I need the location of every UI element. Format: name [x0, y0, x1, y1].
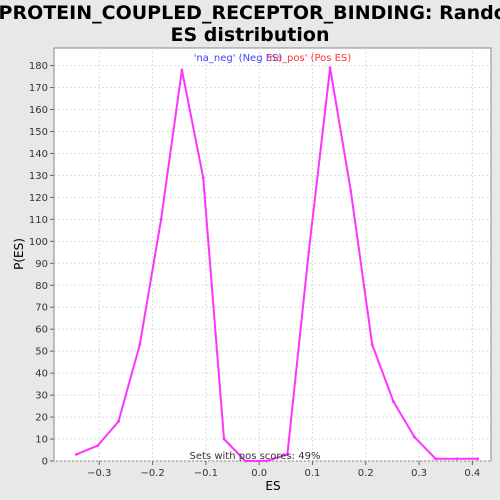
y-tick-label: 110 — [29, 215, 48, 226]
data-point — [307, 250, 311, 254]
data-point — [138, 343, 142, 346]
data-point — [265, 459, 269, 463]
y-tick-label: 50 — [35, 347, 48, 358]
data-point — [159, 217, 163, 221]
data-point — [328, 66, 332, 70]
x-axis-label: ES — [265, 479, 280, 493]
x-tick-label: 0.1 — [305, 468, 321, 479]
y-tick-label: 0 — [42, 457, 48, 468]
legend-pos: 'na_pos' (Pos ES) — [267, 53, 352, 64]
pos-scores-annotation: Sets with pos scores: 49% — [190, 451, 321, 462]
data-point — [349, 189, 353, 193]
y-tick-label: 130 — [29, 171, 48, 182]
series-layer — [74, 66, 480, 463]
data-point — [434, 457, 437, 461]
data-point — [476, 457, 480, 461]
x-tick-label: −0.3 — [87, 468, 111, 479]
chart-title-line-1: G_PROTEIN_COUPLED_RECEPTOR_BINDING: Rand… — [0, 2, 500, 24]
chart-title-line-2: ES distribution — [171, 24, 330, 46]
x-tick-label: 0.0 — [251, 468, 267, 479]
y-tick-label: 90 — [35, 259, 48, 270]
y-tick-label: 170 — [29, 83, 48, 94]
x-tick-label: 0.2 — [358, 468, 374, 479]
data-point — [117, 420, 120, 423]
data-point — [222, 437, 226, 441]
y-tick-label: 20 — [35, 413, 48, 424]
data-point — [243, 459, 247, 463]
y-tick-label: 30 — [35, 391, 48, 402]
x-tick-label: 0.3 — [411, 468, 427, 479]
es-distribution-line — [76, 66, 478, 462]
x-tick-label: −0.2 — [140, 468, 164, 479]
y-tick-label: 120 — [29, 193, 48, 204]
data-point — [412, 435, 416, 439]
y-tick-label: 140 — [29, 149, 48, 160]
grid — [54, 48, 491, 462]
y-tick-label: 160 — [29, 105, 48, 116]
y-tick-label: 40 — [35, 369, 48, 380]
y-tick-label: 70 — [35, 303, 48, 314]
y-axis-ticks: 0 10 20 30 40 50 60 70 80 90 100 110 120 130 140 150 160… — [29, 61, 54, 468]
y-axis-label: P(ES) — [12, 238, 26, 270]
data-point — [74, 453, 78, 456]
data-point — [180, 68, 184, 72]
data-point — [96, 444, 100, 448]
y-tick-label: 60 — [35, 325, 48, 336]
y-tick-label: 80 — [35, 281, 48, 292]
x-axis-ticks: −0.3 −0.2 −0.1 0.0 0.1 0.2 0.3 0.4 — [87, 461, 480, 479]
y-tick-label: 10 — [35, 435, 48, 446]
data-point — [370, 343, 374, 346]
legend-neg: 'na_neg' (Neg ES) — [194, 53, 283, 64]
x-tick-label: −0.1 — [194, 468, 218, 479]
y-tick-label: 100 — [29, 237, 48, 248]
data-point — [455, 457, 459, 461]
y-tick-label: 150 — [29, 127, 48, 138]
x-tick-label: 0.4 — [464, 468, 480, 479]
y-tick-label: 180 — [29, 61, 48, 72]
data-point — [201, 176, 205, 180]
data-point — [286, 453, 289, 456]
data-point — [392, 400, 395, 404]
